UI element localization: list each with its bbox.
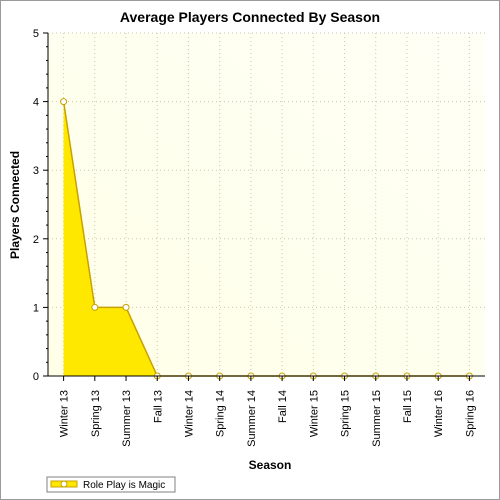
x-tick-label: Winter 14 bbox=[183, 390, 195, 437]
y-tick-label: 3 bbox=[33, 165, 39, 177]
x-tick-label: Summer 14 bbox=[246, 390, 258, 447]
y-axis-title: Players Connected bbox=[8, 151, 22, 259]
y-tick-label: 0 bbox=[33, 371, 39, 383]
x-tick-label: Winter 16 bbox=[433, 390, 445, 437]
legend-label: Role Play is Magic bbox=[83, 480, 165, 491]
data-point bbox=[60, 98, 68, 106]
x-tick-label: Summer 13 bbox=[121, 390, 133, 447]
x-tick-label: Fall 13 bbox=[152, 390, 164, 423]
x-tick-label: Fall 15 bbox=[402, 390, 414, 423]
x-tick-label: Spring 14 bbox=[215, 390, 227, 437]
grid-lines bbox=[48, 32, 485, 376]
chart-title: Average Players Connected By Season bbox=[120, 9, 380, 25]
y-tick-labels: 0 1 2 3 4 5 bbox=[33, 28, 39, 383]
y-tick-label: 5 bbox=[33, 28, 39, 40]
y-tick-label: 4 bbox=[33, 97, 39, 109]
x-tick-label: Winter 15 bbox=[308, 390, 320, 437]
x-tick-label: Winter 13 bbox=[59, 390, 71, 437]
series-area bbox=[63, 101, 470, 376]
axes bbox=[43, 32, 485, 381]
x-tick-label: Summer 15 bbox=[371, 390, 383, 447]
data-point bbox=[122, 303, 130, 311]
x-tick-labels: Winter 13 Spring 13 Summer 13 Fall 13 Winter… bbox=[59, 390, 477, 447]
legend-box bbox=[46, 476, 176, 493]
data-point bbox=[91, 303, 99, 311]
x-tick-label: Spring 16 bbox=[464, 390, 476, 437]
y-tick-label: 1 bbox=[33, 302, 39, 314]
x-tick-label: Fall 14 bbox=[277, 390, 289, 423]
x-tick-label: Spring 13 bbox=[90, 390, 102, 437]
x-tick-label: Spring 15 bbox=[340, 390, 352, 437]
y-tick-label: 2 bbox=[33, 234, 39, 246]
legend-marker bbox=[60, 480, 68, 488]
legend: Role Play is Magic bbox=[46, 476, 176, 493]
x-axis-title: Season bbox=[249, 458, 292, 472]
